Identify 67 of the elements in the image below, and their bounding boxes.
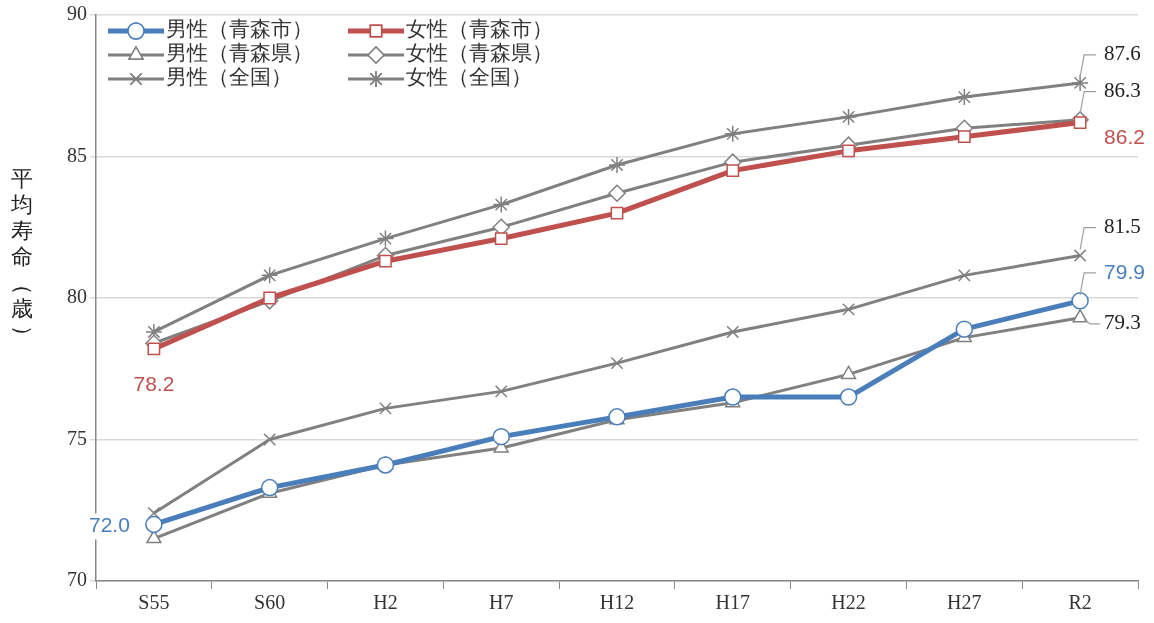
data-label: 79.9 bbox=[1104, 259, 1145, 283]
point bbox=[379, 254, 392, 268]
y-tick-label: 70 bbox=[67, 568, 87, 591]
point bbox=[494, 384, 508, 398]
point bbox=[957, 130, 971, 144]
point bbox=[840, 365, 857, 380]
data-label: 86.3 bbox=[1104, 78, 1141, 103]
point bbox=[494, 232, 508, 245]
data-label: 79.3 bbox=[1104, 310, 1141, 335]
point bbox=[376, 456, 395, 474]
y-axis-title: 平均寿命（歳） bbox=[10, 165, 37, 347]
point bbox=[955, 88, 974, 106]
point bbox=[492, 195, 510, 214]
point bbox=[1073, 116, 1087, 129]
data-label: 78.2 bbox=[133, 371, 175, 395]
legend-label: 女性（青森市） bbox=[406, 17, 553, 42]
point bbox=[726, 325, 740, 339]
point bbox=[376, 229, 395, 248]
x-tick-label: H7 bbox=[489, 591, 514, 614]
point bbox=[842, 144, 855, 158]
x-tick-label: H27 bbox=[947, 591, 982, 614]
point bbox=[839, 108, 858, 126]
point bbox=[379, 401, 392, 415]
y-tick-label: 85 bbox=[67, 143, 87, 166]
point bbox=[145, 323, 163, 341]
point bbox=[610, 206, 624, 220]
point bbox=[1073, 249, 1087, 262]
x-tick-label: H2 bbox=[373, 591, 398, 614]
data-label: 86.2 bbox=[1104, 125, 1145, 149]
x-tick-label: S60 bbox=[254, 591, 286, 614]
y-tick-label: 90 bbox=[67, 2, 87, 25]
data-label: 72.0 bbox=[89, 513, 130, 537]
legend-label: 女性（青森県） bbox=[406, 41, 553, 66]
point bbox=[955, 320, 974, 338]
point bbox=[145, 515, 163, 534]
point bbox=[957, 268, 971, 282]
point bbox=[608, 184, 626, 203]
point bbox=[839, 388, 858, 406]
legend-label: 男性（青森県） bbox=[166, 41, 313, 66]
point bbox=[608, 156, 626, 174]
point bbox=[1071, 292, 1089, 310]
point bbox=[147, 342, 161, 356]
legend-label: 男性（全国） bbox=[166, 65, 292, 90]
data-label: 87.6 bbox=[1104, 41, 1141, 66]
point bbox=[263, 291, 277, 305]
y-tick-label: 80 bbox=[67, 285, 87, 308]
point bbox=[492, 427, 510, 446]
point bbox=[260, 266, 279, 285]
x-tick-label: S55 bbox=[138, 591, 170, 614]
y-tick-label: 75 bbox=[67, 426, 87, 449]
point bbox=[263, 433, 277, 446]
x-tick-label: R2 bbox=[1068, 591, 1092, 614]
point bbox=[842, 302, 855, 316]
x-tick-label: H22 bbox=[831, 591, 866, 614]
point bbox=[147, 506, 161, 520]
legend-label: 男性（青森市） bbox=[166, 17, 313, 42]
point bbox=[1072, 309, 1088, 323]
x-tick-label: H17 bbox=[715, 591, 750, 614]
x-tick-label: H12 bbox=[599, 591, 635, 614]
point bbox=[724, 125, 742, 143]
point bbox=[724, 388, 742, 406]
data-label: 81.5 bbox=[1104, 214, 1141, 239]
point bbox=[610, 356, 624, 370]
point bbox=[260, 478, 279, 497]
point bbox=[1071, 74, 1089, 92]
legend-label: 女性（全国） bbox=[406, 65, 532, 90]
point bbox=[726, 164, 740, 178]
